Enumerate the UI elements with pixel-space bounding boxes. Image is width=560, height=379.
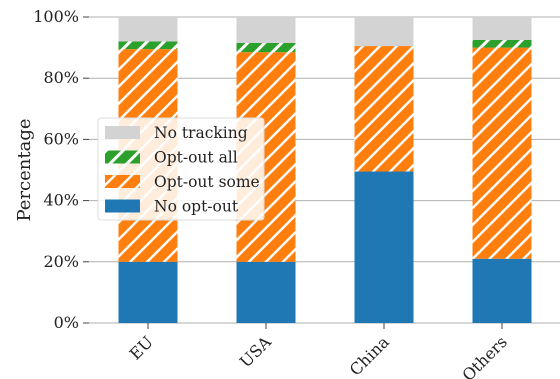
x-tick-label: EU [126, 332, 157, 363]
y-tick-label: 20% [43, 252, 79, 271]
bar-others-no-tracking [472, 17, 532, 40]
y-tick-label: 0% [54, 313, 79, 332]
bar-china-no-opt-out [354, 171, 414, 323]
bar-eu-no-tracking [118, 17, 178, 42]
bar-china-no-tracking [354, 17, 414, 47]
legend-label: No opt-out [154, 198, 239, 216]
legend-swatch [105, 126, 140, 139]
x-tick-label: USA [236, 332, 275, 371]
y-tick-label: 60% [43, 129, 79, 148]
legend-swatch [105, 150, 140, 164]
bar-usa-no-tracking [236, 17, 296, 44]
bar-others-no-opt-out [472, 258, 532, 323]
legend-box [97, 117, 265, 221]
bar-eu-opt-out-all [118, 41, 178, 50]
bar-eu-no-opt-out [118, 261, 178, 323]
bars [118, 17, 532, 323]
legend-swatch [105, 199, 140, 213]
y-axis-title: Percentage [14, 118, 35, 221]
y-tick-label: 40% [43, 191, 79, 210]
legend-label: Opt-out all [154, 149, 238, 167]
bar-others-opt-out-some [472, 47, 532, 259]
x-tick-label: Others [458, 332, 510, 379]
bar-usa-opt-out-all [236, 43, 296, 53]
y-tick-label: 100% [33, 7, 79, 26]
legend: No tracking Opt-out all Opt-out some No opt… [97, 117, 265, 221]
legend-swatch [105, 175, 140, 188]
legend-label: No tracking [154, 124, 248, 142]
y-tick-label: 80% [43, 68, 79, 87]
legend-label: Opt-out some [154, 173, 260, 191]
x-tick-label: China [346, 332, 393, 379]
bar-china-opt-out-some [354, 46, 414, 172]
bar-others-opt-out-all [472, 39, 532, 48]
bar-usa-no-opt-out [236, 261, 296, 323]
